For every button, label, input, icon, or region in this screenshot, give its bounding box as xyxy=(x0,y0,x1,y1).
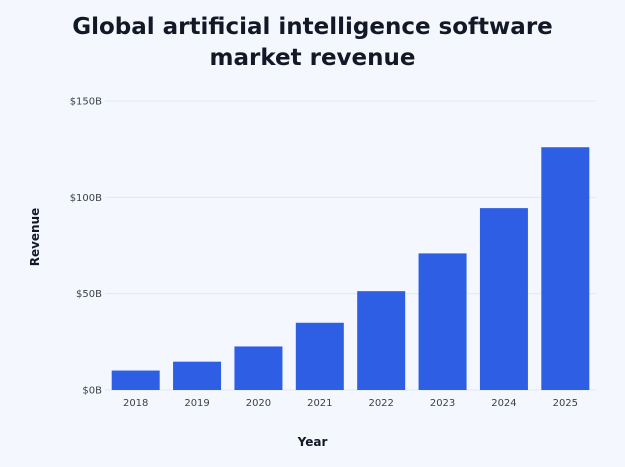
bar-2020 xyxy=(234,346,283,390)
bar-2022 xyxy=(357,291,406,390)
x-tick-label: 2025 xyxy=(553,398,578,409)
x-tick-label: 2024 xyxy=(491,398,516,409)
chart-title: Global artificial intelligence software … xyxy=(72,14,553,71)
x-axis-ticks: 2018 2019 2020 2021 2022 2023 2024 2025 xyxy=(123,398,578,409)
bars xyxy=(111,147,590,390)
x-tick-label: 2023 xyxy=(430,398,455,409)
bar-2018 xyxy=(111,370,160,390)
y-tick-label: $50B xyxy=(76,289,102,300)
bar-2021 xyxy=(295,322,344,390)
x-tick-label: 2019 xyxy=(184,398,209,409)
y-tick-label: $0B xyxy=(82,386,102,397)
x-axis-label: Year xyxy=(297,435,328,449)
x-tick-label: 2020 xyxy=(246,398,271,409)
x-tick-label: 2022 xyxy=(368,398,393,409)
y-tick-label: $100B xyxy=(70,193,102,204)
x-tick-label: 2021 xyxy=(307,398,332,409)
bar-2024 xyxy=(479,208,528,390)
bar-2023 xyxy=(418,253,467,390)
bar-2019 xyxy=(173,361,222,390)
x-tick-label: 2018 xyxy=(123,398,148,409)
y-axis-ticks: $0B $50B $100B $150B xyxy=(70,97,102,397)
bar-2025 xyxy=(541,147,590,390)
y-tick-label: $150B xyxy=(70,97,102,108)
